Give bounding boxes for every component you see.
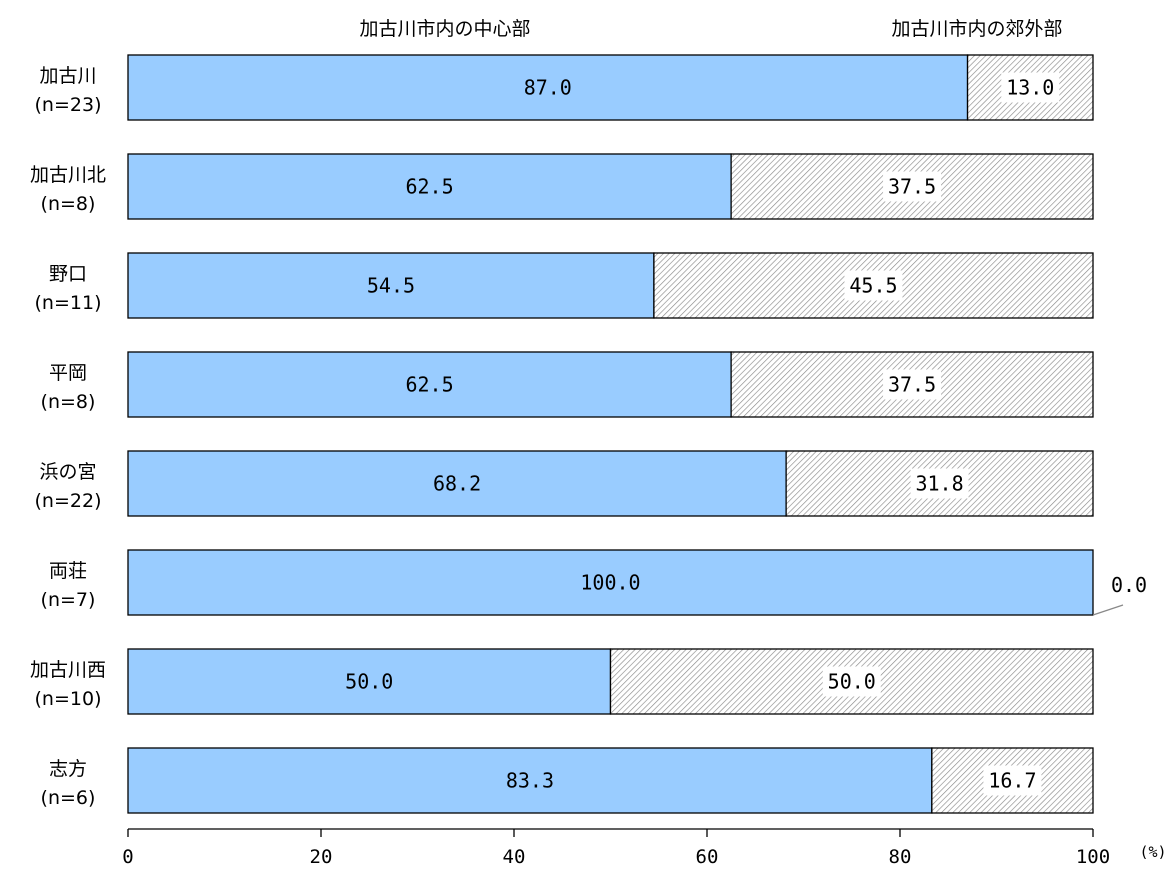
x-tick-label-5: 100 bbox=[1076, 846, 1110, 868]
category-label-3: 平岡 bbox=[49, 362, 87, 384]
x-tick-label-3: 60 bbox=[696, 846, 719, 868]
x-tick-label-1: 20 bbox=[310, 846, 333, 868]
category-count-3: (n=8) bbox=[41, 391, 96, 413]
category-count-5: (n=7) bbox=[41, 589, 96, 611]
value-label-suburb-0: 13.0 bbox=[1006, 76, 1054, 100]
value-label-bg-suburb-3 bbox=[883, 369, 942, 400]
category-label-0: 加古川 bbox=[39, 65, 96, 87]
category-label-6: 加古川西 bbox=[30, 659, 106, 681]
value-label-suburb-7: 16.7 bbox=[988, 769, 1036, 793]
value-label-center-7: 83.3 bbox=[506, 769, 554, 793]
value-label-center-4: 68.2 bbox=[433, 472, 481, 496]
category-count-7: (n=6) bbox=[41, 787, 96, 809]
value-label-suburb-3: 37.5 bbox=[888, 373, 936, 397]
category-count-2: (n=11) bbox=[35, 292, 102, 314]
value-label-center-2: 54.5 bbox=[367, 274, 415, 298]
bar-center-0 bbox=[127, 54, 969, 121]
bar-center-6 bbox=[127, 648, 612, 715]
bar-center-2 bbox=[127, 252, 655, 319]
x-tick-label-2: 40 bbox=[503, 846, 526, 868]
value-label-center-6: 50.0 bbox=[345, 670, 393, 694]
x-axis-ticks: 0 20 40 60 80 100 bbox=[122, 829, 1110, 868]
legend-label-suburb: 加古川市内の郊外部 bbox=[891, 18, 1062, 40]
category-count-6: (n=10) bbox=[35, 688, 102, 710]
value-label-suburb-6: 50.0 bbox=[828, 670, 876, 694]
bar-center-1 bbox=[127, 153, 732, 220]
value-label-bg-suburb-2 bbox=[844, 270, 903, 301]
category-labels: 加古川 (n=23) 加古川北 (n=8) 野口 (n=11) 平岡 (n=8) 浜の宮 (n=2… bbox=[30, 65, 106, 809]
category-count-4: (n=22) bbox=[35, 490, 102, 512]
value-label-bg-suburb-0 bbox=[1001, 72, 1060, 103]
bars-group: 87.0 13.0 62.5 37.5 54.5 45.5 62.5 37.5 68.2 31.8… bbox=[127, 54, 1147, 814]
x-tick-label-4: 80 bbox=[889, 846, 912, 868]
category-label-1: 加古川北 bbox=[30, 164, 106, 186]
x-axis-unit: (%) bbox=[1139, 843, 1166, 861]
value-label-suburb-4: 31.8 bbox=[915, 472, 963, 496]
category-label-4: 浜の宮 bbox=[39, 461, 96, 483]
value-label-bg-suburb-1 bbox=[883, 171, 942, 202]
legend-label-center: 加古川市内の中心部 bbox=[359, 18, 530, 40]
category-count-0: (n=23) bbox=[35, 94, 102, 116]
value-label-center-3: 62.5 bbox=[405, 373, 453, 397]
category-label-2: 野口 bbox=[49, 263, 87, 285]
category-label-7: 志方 bbox=[49, 758, 87, 780]
category-label-5: 両荘 bbox=[49, 560, 87, 582]
bar-center-3 bbox=[127, 351, 732, 418]
category-count-1: (n=8) bbox=[41, 193, 96, 215]
value-label-suburb-1: 37.5 bbox=[888, 175, 936, 199]
leader-line-5 bbox=[1092, 604, 1124, 616]
value-label-suburb-2: 45.5 bbox=[849, 274, 897, 298]
bar-center-4 bbox=[127, 450, 787, 517]
value-label-bg-suburb-7 bbox=[983, 765, 1042, 796]
value-label-center-5: 100.0 bbox=[580, 571, 640, 595]
value-label-center-1: 62.5 bbox=[405, 175, 453, 199]
bar-center-5 bbox=[127, 549, 1094, 616]
bar-center-7 bbox=[127, 747, 933, 814]
value-label-center-0: 87.0 bbox=[524, 76, 572, 100]
value-label-bg-suburb-6 bbox=[822, 666, 881, 697]
value-label-suburb-5: 0.0 bbox=[1111, 573, 1147, 597]
x-tick-label-0: 0 bbox=[122, 846, 133, 868]
value-label-bg-suburb-4 bbox=[910, 468, 969, 499]
